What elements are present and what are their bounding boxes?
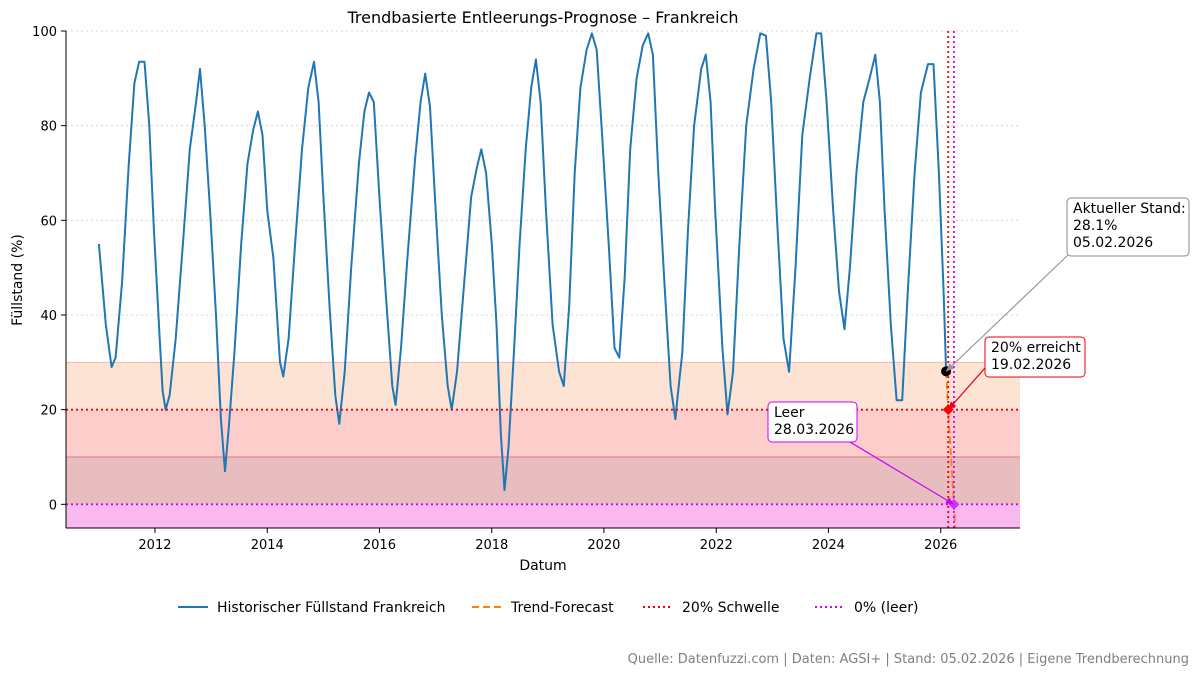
x-tick-label: 2012 — [138, 538, 171, 553]
annotation-box-1 — [984, 336, 1086, 378]
legend-label-2: 20% Schwelle — [682, 600, 779, 616]
chart-title: Trendbasierte Entleerungs-Prognose – Fra… — [346, 8, 738, 27]
annotation-text-0-0: Aktueller Stand: — [1073, 201, 1186, 217]
y-tick-label: 20 — [40, 404, 57, 419]
annotation-arrowhead-0 — [946, 363, 955, 372]
x-tick-label: 2014 — [251, 538, 284, 553]
annotation-arrow-2 — [849, 441, 955, 505]
y-axis-label: Füllstand (%) — [10, 234, 26, 326]
series-line-0 — [97, 32, 948, 492]
threshold-bands — [66, 361, 1020, 528]
annotation-text-0-1: 28.1% — [1073, 218, 1117, 234]
y-tick-label: 40 — [40, 309, 57, 324]
x-tick-label: 2020 — [587, 538, 620, 553]
legend-label-3: 0% (leer) — [854, 600, 918, 616]
legend: Historischer Füllstand Frankreich Trend-F… — [178, 600, 918, 616]
annotation-arrowhead-1 — [948, 401, 957, 410]
series-layer — [66, 31, 1020, 529]
band-1 — [66, 409, 1020, 457]
x-tick-label: 2024 — [812, 538, 845, 553]
band-2 — [66, 457, 1020, 505]
band-3 — [66, 504, 1020, 528]
annotation-text-2-0: Leer — [774, 405, 805, 421]
annotation-text-1-1: 19.02.2026 — [991, 357, 1071, 373]
annotation-text-0-2: 05.02.2026 — [1073, 235, 1153, 251]
annotation-layer: Aktueller Stand:28.1%05.02.2026 20% errei… — [767, 197, 1190, 505]
x-tick-label: 2018 — [475, 538, 508, 553]
annotation-text-1-0: 20% erreicht — [991, 340, 1081, 356]
y-tick-label: 100 — [32, 25, 57, 40]
annotation-arrowhead-2 — [945, 497, 954, 505]
footer-source: Quelle: Datenfuzzi.com | Daten: AGSI+ | … — [628, 652, 1189, 667]
annotation-box-0 — [1066, 197, 1190, 257]
legend-label-0: Historischer Füllstand Frankreich — [217, 600, 445, 616]
x-tick-label: 2022 — [700, 538, 733, 553]
legend-label-1: Trend-Forecast — [510, 600, 614, 616]
y-tick-label: 80 — [40, 120, 57, 135]
annotation-arrow-0 — [945, 254, 1069, 372]
annotation-box-2 — [767, 401, 858, 443]
x-axis-label: Datum — [519, 558, 566, 574]
y-tick-label: 0 — [49, 498, 57, 513]
annotation-text-2-1: 28.03.2026 — [774, 422, 854, 438]
x-tick-label: 2026 — [924, 538, 957, 553]
axes: 0 20 40 60 80 100 2012 2014 2016 2018 2020 2022 2024… — [32, 25, 1020, 553]
y-tick-label: 60 — [40, 214, 57, 229]
x-tick-label: 2016 — [363, 538, 396, 553]
annotation-arrow-1 — [947, 367, 986, 411]
band-0 — [66, 362, 1020, 410]
